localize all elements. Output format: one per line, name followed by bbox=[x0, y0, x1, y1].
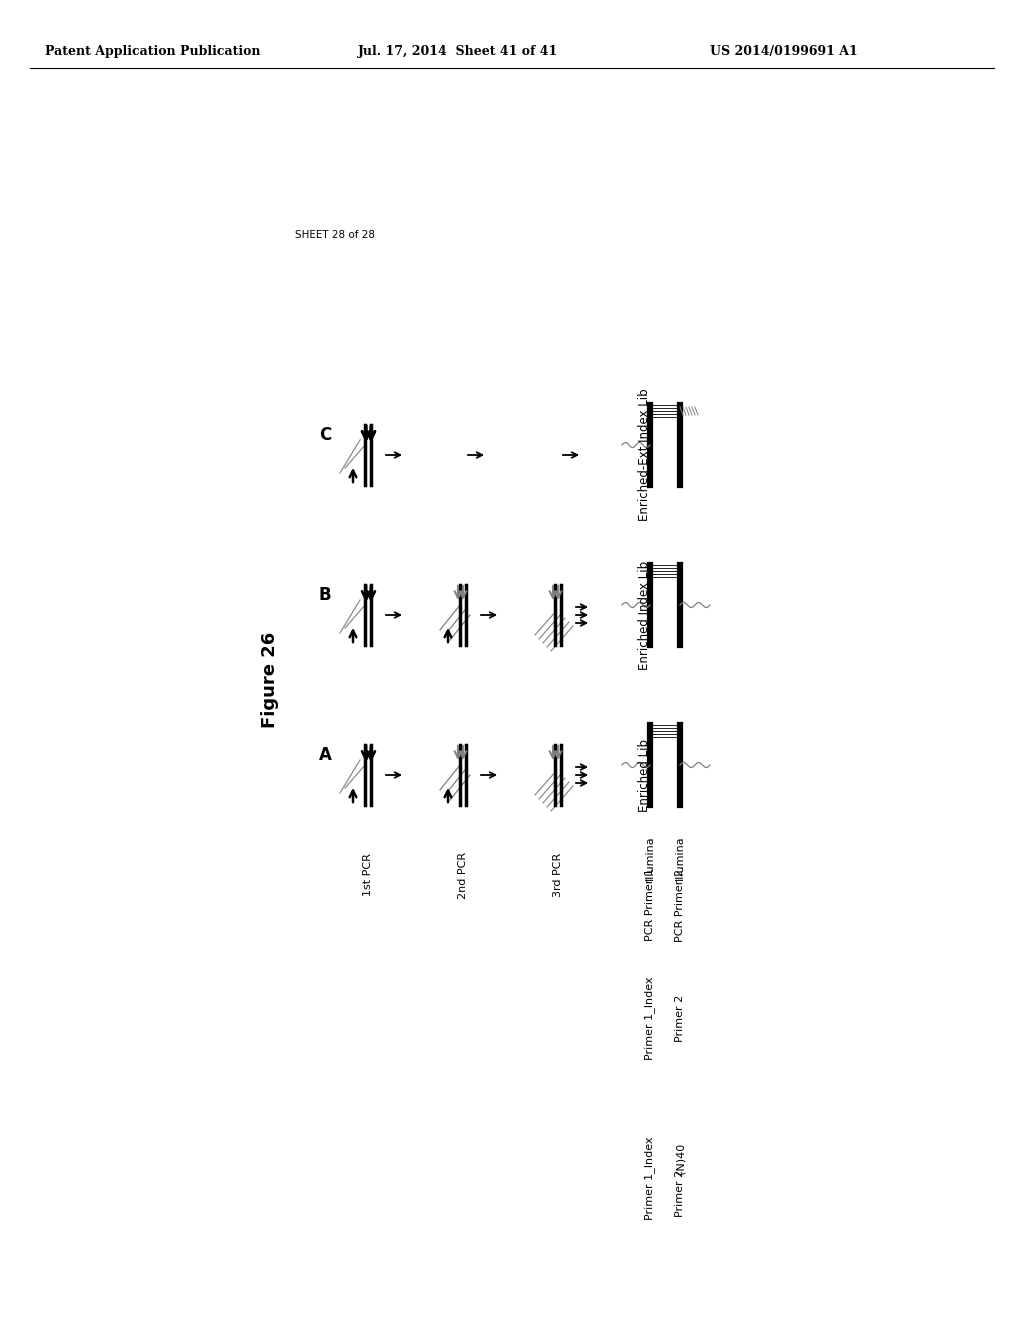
Text: 1st PCR: 1st PCR bbox=[362, 854, 373, 896]
Text: Jul. 17, 2014  Sheet 41 of 41: Jul. 17, 2014 Sheet 41 of 41 bbox=[358, 45, 558, 58]
Text: Primer 1_Index: Primer 1_Index bbox=[644, 977, 655, 1060]
Text: SHEET 28 of 28: SHEET 28 of 28 bbox=[295, 230, 375, 240]
Text: 3rd PCR: 3rd PCR bbox=[553, 853, 563, 898]
Text: Primer 2: Primer 2 bbox=[675, 994, 685, 1041]
Text: Figure 26: Figure 26 bbox=[261, 632, 279, 729]
Text: Illumina: Illumina bbox=[645, 836, 655, 880]
Text: PCR Primer 2: PCR Primer 2 bbox=[675, 869, 685, 941]
Text: Patent Application Publication: Patent Application Publication bbox=[45, 45, 260, 58]
Text: PCR Primer 1: PCR Primer 1 bbox=[645, 869, 655, 941]
Text: Primer 2: Primer 2 bbox=[675, 1170, 685, 1217]
Text: Enriched Lib: Enriched Lib bbox=[639, 738, 651, 812]
Text: Enriched Index Lib: Enriched Index Lib bbox=[639, 561, 651, 669]
Text: 2nd PCR: 2nd PCR bbox=[458, 851, 468, 899]
Text: (N)40: (N)40 bbox=[675, 1142, 685, 1173]
Text: C: C bbox=[318, 426, 331, 444]
Text: Illumina: Illumina bbox=[675, 836, 685, 880]
Text: A: A bbox=[318, 746, 332, 764]
Text: Primer 1_Index: Primer 1_Index bbox=[644, 1137, 655, 1220]
Text: US 2014/0199691 A1: US 2014/0199691 A1 bbox=[710, 45, 858, 58]
Text: B: B bbox=[318, 586, 332, 605]
Text: Enriched-Ext Index Lib: Enriched-Ext Index Lib bbox=[639, 388, 651, 521]
